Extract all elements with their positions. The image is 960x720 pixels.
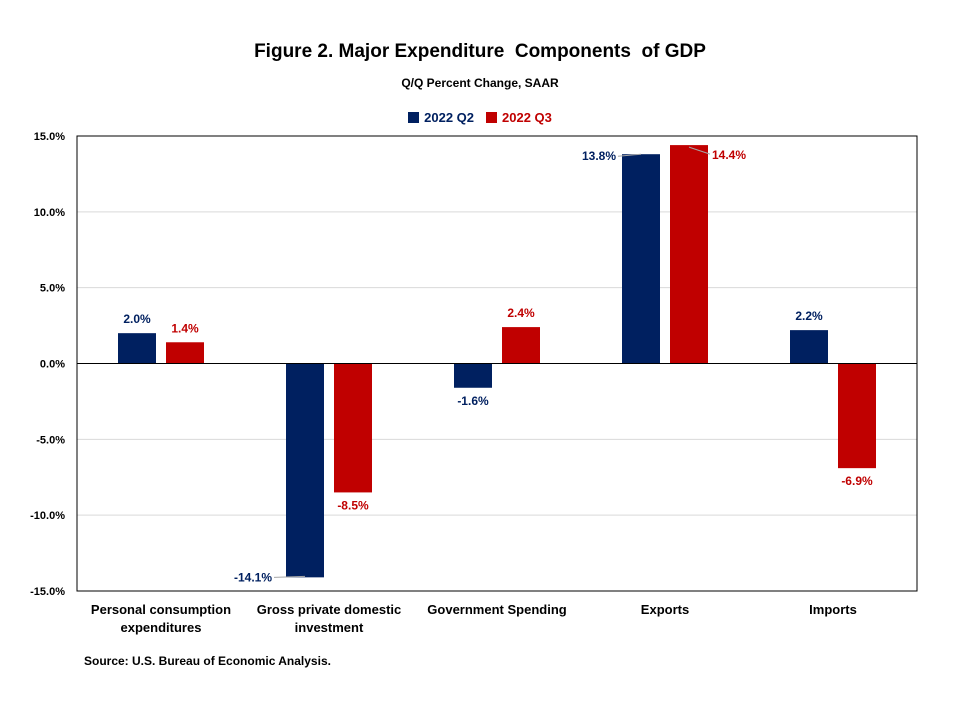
leader-line bbox=[688, 146, 711, 155]
legend-label-q3: 2022 Q3 bbox=[502, 110, 552, 125]
y-tick-label: 0.0% bbox=[40, 359, 65, 371]
data-label: 2.4% bbox=[507, 306, 535, 320]
legend-label-q2: 2022 Q2 bbox=[424, 110, 474, 125]
data-label: -14.1% bbox=[234, 570, 272, 584]
x-category-label: Exports bbox=[641, 602, 689, 617]
leader-line bbox=[617, 153, 642, 157]
bar-2022-q2 bbox=[118, 333, 156, 364]
y-tick-label: 5.0% bbox=[40, 283, 65, 295]
bar-2022-q3 bbox=[670, 145, 708, 364]
y-tick-label: -5.0% bbox=[36, 434, 65, 446]
y-tick-label: 10.0% bbox=[34, 207, 65, 219]
data-label: -8.5% bbox=[337, 498, 369, 512]
y-tick-label: -15.0% bbox=[30, 586, 65, 598]
legend-item-q2: 2022 Q2 bbox=[408, 110, 474, 125]
bar-2022-q2 bbox=[454, 363, 492, 388]
bar-2022-q3 bbox=[502, 327, 540, 364]
legend-swatch-q2 bbox=[408, 112, 420, 123]
legend-item-q3: 2022 Q3 bbox=[486, 110, 552, 125]
bar-2022-q2 bbox=[286, 363, 324, 578]
x-category-label: investment bbox=[295, 620, 364, 635]
chart-legend: 2022 Q2 2022 Q3 bbox=[0, 110, 960, 125]
y-tick-label: 15.0% bbox=[34, 131, 65, 143]
source-note: Source: U.S. Bureau of Economic Analysis… bbox=[84, 654, 331, 668]
y-tick-label: -10.0% bbox=[30, 510, 65, 522]
data-label: 13.8% bbox=[582, 149, 616, 163]
leader-line bbox=[273, 575, 306, 578]
chart-subtitle: Q/Q Percent Change, SAAR bbox=[401, 76, 559, 90]
x-category-label: Government Spending bbox=[427, 602, 566, 617]
x-category-label: Imports bbox=[809, 602, 857, 617]
data-label: -6.9% bbox=[841, 474, 873, 488]
data-label: 14.4% bbox=[712, 148, 746, 162]
data-label: 2.2% bbox=[795, 309, 823, 323]
bar-2022-q3 bbox=[334, 363, 372, 493]
data-label: -1.6% bbox=[457, 394, 489, 408]
x-category-label: Gross private domestic bbox=[257, 602, 402, 617]
x-category-label: Personal consumption bbox=[91, 602, 231, 617]
legend-swatch-q3 bbox=[486, 112, 497, 123]
x-category-label: expenditures bbox=[121, 620, 202, 635]
bar-2022-q2 bbox=[622, 154, 660, 364]
bar-2022-q3 bbox=[838, 363, 876, 469]
data-label: 1.4% bbox=[171, 321, 199, 335]
data-label: 2.0% bbox=[123, 312, 151, 326]
bar-2022-q2 bbox=[790, 330, 828, 364]
bar-2022-q3 bbox=[166, 342, 204, 364]
chart-title: Figure 2. Major Expenditure Components o… bbox=[254, 41, 706, 62]
